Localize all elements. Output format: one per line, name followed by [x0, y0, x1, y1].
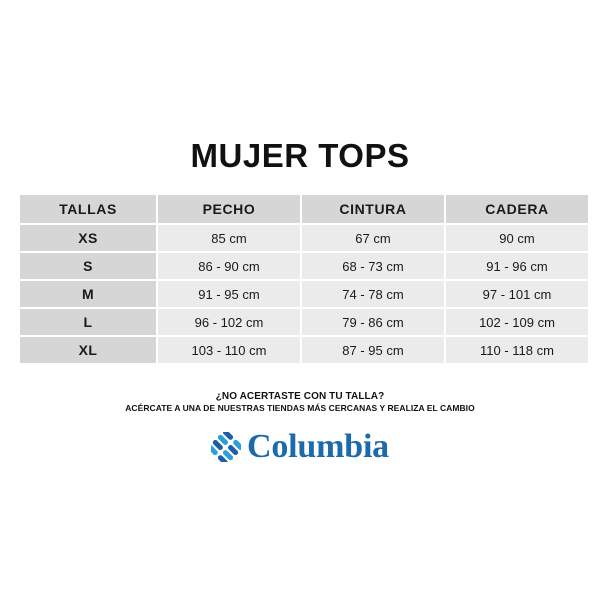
pecho-value: 96 - 102 cm — [158, 309, 300, 335]
size-label: XS — [20, 225, 156, 251]
cintura-value: 79 - 86 cm — [302, 309, 444, 335]
table-body: XS 85 cm 67 cm 90 cm S 86 - 90 cm 68 - 7… — [20, 225, 588, 363]
size-chart-table: TALLAS PECHO CINTURA CADERA XS 85 cm 67 … — [18, 193, 590, 365]
cintura-value: 68 - 73 cm — [302, 253, 444, 279]
cintura-value: 74 - 78 cm — [302, 281, 444, 307]
table-row: XL 103 - 110 cm 87 - 95 cm 110 - 118 cm — [20, 337, 588, 363]
cintura-value: 87 - 95 cm — [302, 337, 444, 363]
size-label: S — [20, 253, 156, 279]
size-label: L — [20, 309, 156, 335]
column-header-cintura: CINTURA — [302, 195, 444, 223]
columbia-logo: Columbia — [0, 428, 600, 466]
columbia-wordmark: Columbia — [247, 428, 389, 465]
table-header: TALLAS PECHO CINTURA CADERA — [20, 195, 588, 223]
size-label: XL — [20, 337, 156, 363]
cadera-value: 91 - 96 cm — [446, 253, 588, 279]
cadera-value: 102 - 109 cm — [446, 309, 588, 335]
table-row: XS 85 cm 67 cm 90 cm — [20, 225, 588, 251]
column-header-tallas: TALLAS — [20, 195, 156, 223]
column-header-cadera: CADERA — [446, 195, 588, 223]
page-title: MUJER TOPS — [190, 137, 410, 174]
table-header-row: TALLAS PECHO CINTURA CADERA — [20, 195, 588, 223]
pecho-value: 103 - 110 cm — [158, 337, 300, 363]
pecho-value: 85 cm — [158, 225, 300, 251]
pecho-value: 91 - 95 cm — [158, 281, 300, 307]
cintura-value: 67 cm — [302, 225, 444, 251]
cadera-value: 97 - 101 cm — [446, 281, 588, 307]
exchange-note-headline: ¿NO ACERTASTE CON TU TALLA? — [215, 391, 385, 402]
table-row: L 96 - 102 cm 79 - 86 cm 102 - 109 cm — [20, 309, 588, 335]
columbia-pinwheel-icon — [207, 429, 244, 466]
cadera-value: 90 cm — [446, 225, 588, 251]
exchange-note-detail: ACÉRCATE A UNA DE NUESTRAS TIENDAS MÁS C… — [125, 403, 475, 413]
cadera-value: 110 - 118 cm — [446, 337, 588, 363]
pecho-value: 86 - 90 cm — [158, 253, 300, 279]
table-row: M 91 - 95 cm 74 - 78 cm 97 - 101 cm — [20, 281, 588, 307]
table-row: S 86 - 90 cm 68 - 73 cm 91 - 96 cm — [20, 253, 588, 279]
size-label: M — [20, 281, 156, 307]
column-header-pecho: PECHO — [158, 195, 300, 223]
